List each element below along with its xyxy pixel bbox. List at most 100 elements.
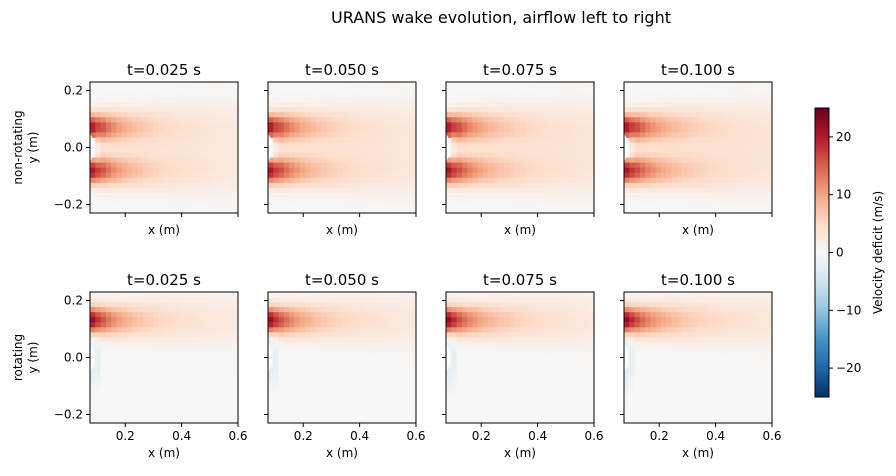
heatmap-cell — [525, 92, 531, 98]
heatmap-cell — [283, 197, 290, 204]
heatmap-cell — [121, 187, 128, 194]
heatmap-cell — [562, 82, 568, 88]
heatmap-cell — [551, 167, 558, 174]
heatmap-cell — [389, 382, 396, 389]
heatmap-cell — [326, 172, 332, 179]
heatmap-cell — [692, 92, 699, 98]
heatmap-cell — [273, 317, 279, 323]
heatmap-cell — [541, 372, 547, 379]
heatmap-cell — [299, 82, 306, 88]
heatmap-cell — [148, 307, 154, 313]
heatmap-cell — [467, 372, 473, 379]
heatmap-cell — [116, 132, 123, 138]
heatmap-cell — [525, 127, 531, 133]
heatmap-cell — [373, 302, 380, 308]
heatmap-cell — [268, 407, 274, 414]
heatmap-cell — [169, 137, 175, 143]
heatmap-cell — [95, 312, 101, 318]
heatmap-cell — [578, 147, 584, 153]
heatmap-cell — [121, 357, 128, 363]
heatmap-cell — [514, 187, 521, 194]
heatmap-cell — [698, 97, 704, 103]
heatmap-cell — [310, 397, 316, 404]
heatmap-cell — [750, 97, 757, 103]
heatmap-cell — [551, 142, 558, 148]
heatmap-cell — [729, 152, 736, 158]
heatmap-cell — [384, 162, 390, 169]
heatmap-cell — [535, 92, 542, 98]
heatmap-cell — [363, 387, 369, 394]
heatmap-cell — [153, 327, 160, 333]
heatmap-cell — [278, 97, 285, 103]
heatmap-cell — [132, 327, 138, 333]
heatmap-cell — [394, 97, 401, 103]
heatmap-cell — [363, 207, 369, 213]
heatmap-cell — [331, 177, 338, 184]
heatmap-cell — [451, 407, 457, 414]
heatmap-cell — [488, 407, 494, 414]
heatmap-cell — [729, 112, 736, 118]
heatmap-cell — [137, 92, 144, 98]
heatmap-cell — [121, 402, 128, 409]
heatmap-cell — [557, 302, 563, 308]
heatmap-cell — [211, 87, 218, 93]
heatmap-cell — [655, 192, 662, 199]
heatmap-cell — [273, 147, 279, 153]
heatmap-cell — [645, 132, 651, 138]
heatmap-cell — [557, 87, 563, 93]
heatmap-cell — [363, 182, 369, 189]
heatmap-cell — [488, 187, 494, 194]
heatmap-cell — [514, 412, 521, 419]
heatmap-cell — [394, 132, 401, 138]
heatmap-cell — [488, 292, 494, 298]
heatmap-cell — [546, 92, 553, 98]
heatmap-cell — [384, 357, 390, 363]
heatmap-cell — [127, 192, 133, 199]
heatmap-cell — [509, 292, 516, 298]
heatmap-cell — [456, 192, 463, 199]
heatmap-cell — [95, 372, 101, 379]
heatmap-cell — [174, 307, 181, 313]
heatmap-cell — [216, 312, 223, 318]
heatmap-cell — [289, 117, 295, 123]
heatmap-cell — [121, 87, 128, 93]
heatmap-cell — [520, 202, 526, 209]
heatmap-cell — [467, 387, 473, 394]
heatmap-cell — [357, 117, 364, 123]
heatmap-cell — [535, 382, 542, 389]
heatmap-cell — [735, 167, 741, 174]
heatmap-cell — [504, 87, 510, 93]
heatmap-cell — [289, 362, 295, 368]
heatmap-cell — [477, 112, 484, 118]
heatmap-cell — [520, 292, 526, 298]
heatmap-cell — [336, 157, 343, 164]
heatmap-cell — [546, 152, 553, 158]
heatmap-cell — [315, 147, 322, 153]
heatmap-cell — [268, 327, 274, 333]
heatmap-cell — [206, 317, 212, 323]
heatmap-cell — [268, 157, 274, 164]
heatmap-cell — [368, 92, 375, 98]
heatmap-cell — [756, 97, 762, 103]
heatmap-cell — [373, 367, 380, 374]
heatmap-cell — [400, 377, 406, 384]
heatmap-cell — [567, 202, 574, 209]
heatmap-cell — [216, 152, 223, 158]
heatmap-cell — [520, 117, 526, 123]
heatmap-cell — [557, 322, 563, 328]
heatmap-cell — [121, 372, 128, 379]
heatmap-cell — [405, 402, 412, 409]
heatmap-cell — [567, 192, 574, 199]
heatmap-cell — [201, 342, 207, 348]
heatmap-cell — [174, 402, 181, 409]
heatmap-cell — [294, 297, 301, 303]
heatmap-cells — [90, 82, 238, 213]
heatmap-cell — [692, 97, 699, 103]
heatmap-cell — [410, 87, 416, 93]
heatmap-cell — [305, 192, 311, 199]
heatmap-cell — [148, 122, 154, 128]
heatmap-cell — [389, 107, 396, 113]
heatmap-cell — [389, 132, 396, 138]
heatmap-cell — [514, 352, 521, 358]
heatmap-cell — [294, 87, 301, 93]
